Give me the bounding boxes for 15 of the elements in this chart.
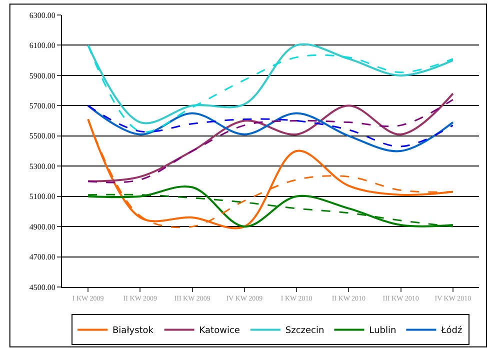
- y-tick-label: 5500.00: [29, 132, 56, 141]
- legend-label: Lublin: [369, 326, 396, 336]
- legend-label: Szczecin: [285, 326, 324, 336]
- y-tick-label: 5100.00: [29, 192, 56, 202]
- y-tick-label: 5300.00: [29, 162, 56, 171]
- y-tick-label: 5700.00: [29, 101, 56, 110]
- legend-label: Katowice: [199, 326, 240, 336]
- y-tick-label: 4900.00: [29, 222, 56, 232]
- y-tick-label: 4500.00: [29, 282, 56, 292]
- legend-label: Białystok: [112, 326, 154, 336]
- legend-label: Łódź: [440, 325, 462, 336]
- y-tick-label: 6100.00: [29, 41, 56, 50]
- y-tick-label: 6300.00: [29, 10, 56, 20]
- y-tick-label: 4700.00: [29, 252, 56, 262]
- y-tick-label: 5900.00: [29, 71, 56, 80]
